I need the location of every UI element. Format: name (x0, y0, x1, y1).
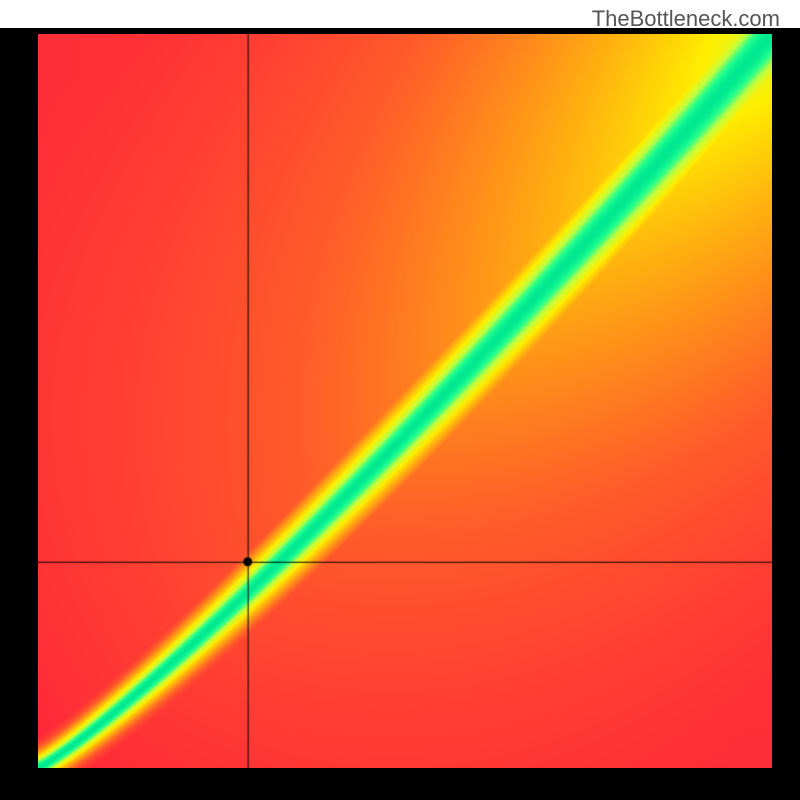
watermark-text: TheBottleneck.com (592, 6, 780, 32)
crosshair-overlay (38, 34, 772, 768)
chart-container: TheBottleneck.com (0, 0, 800, 800)
